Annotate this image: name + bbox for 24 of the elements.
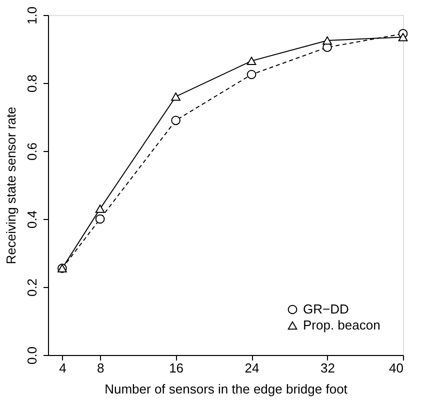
y-axis-title: Receiving state sensor rate <box>4 106 18 264</box>
x-tick-label: 4 <box>59 360 66 376</box>
point <box>246 56 256 66</box>
point <box>322 36 332 45</box>
point <box>398 32 408 42</box>
x-tick-label: 24 <box>244 360 260 376</box>
y-tick-label: 0.0 <box>24 346 40 365</box>
legend-label: Prop. beacon <box>303 318 380 332</box>
y-tick-label: 0.8 <box>24 74 40 93</box>
y-tick-label: 0.4 <box>24 210 40 229</box>
x-tick-label: 16 <box>169 360 184 376</box>
point <box>246 70 256 80</box>
x-axis-title: Number of sensors in the edge bridge foot <box>104 382 348 396</box>
y-tick-label: 0.6 <box>24 142 40 161</box>
y-tick-label: 1.0 <box>24 6 40 25</box>
point <box>171 116 180 126</box>
point <box>171 92 180 101</box>
point <box>95 204 105 213</box>
y-tick-label: 0.2 <box>24 278 40 297</box>
x-tick-label: 8 <box>96 360 104 376</box>
x-tick-label: 32 <box>320 360 335 376</box>
legend-label: GR−DD <box>303 302 349 316</box>
point <box>95 214 105 224</box>
x-tick-label: 40 <box>389 360 404 376</box>
